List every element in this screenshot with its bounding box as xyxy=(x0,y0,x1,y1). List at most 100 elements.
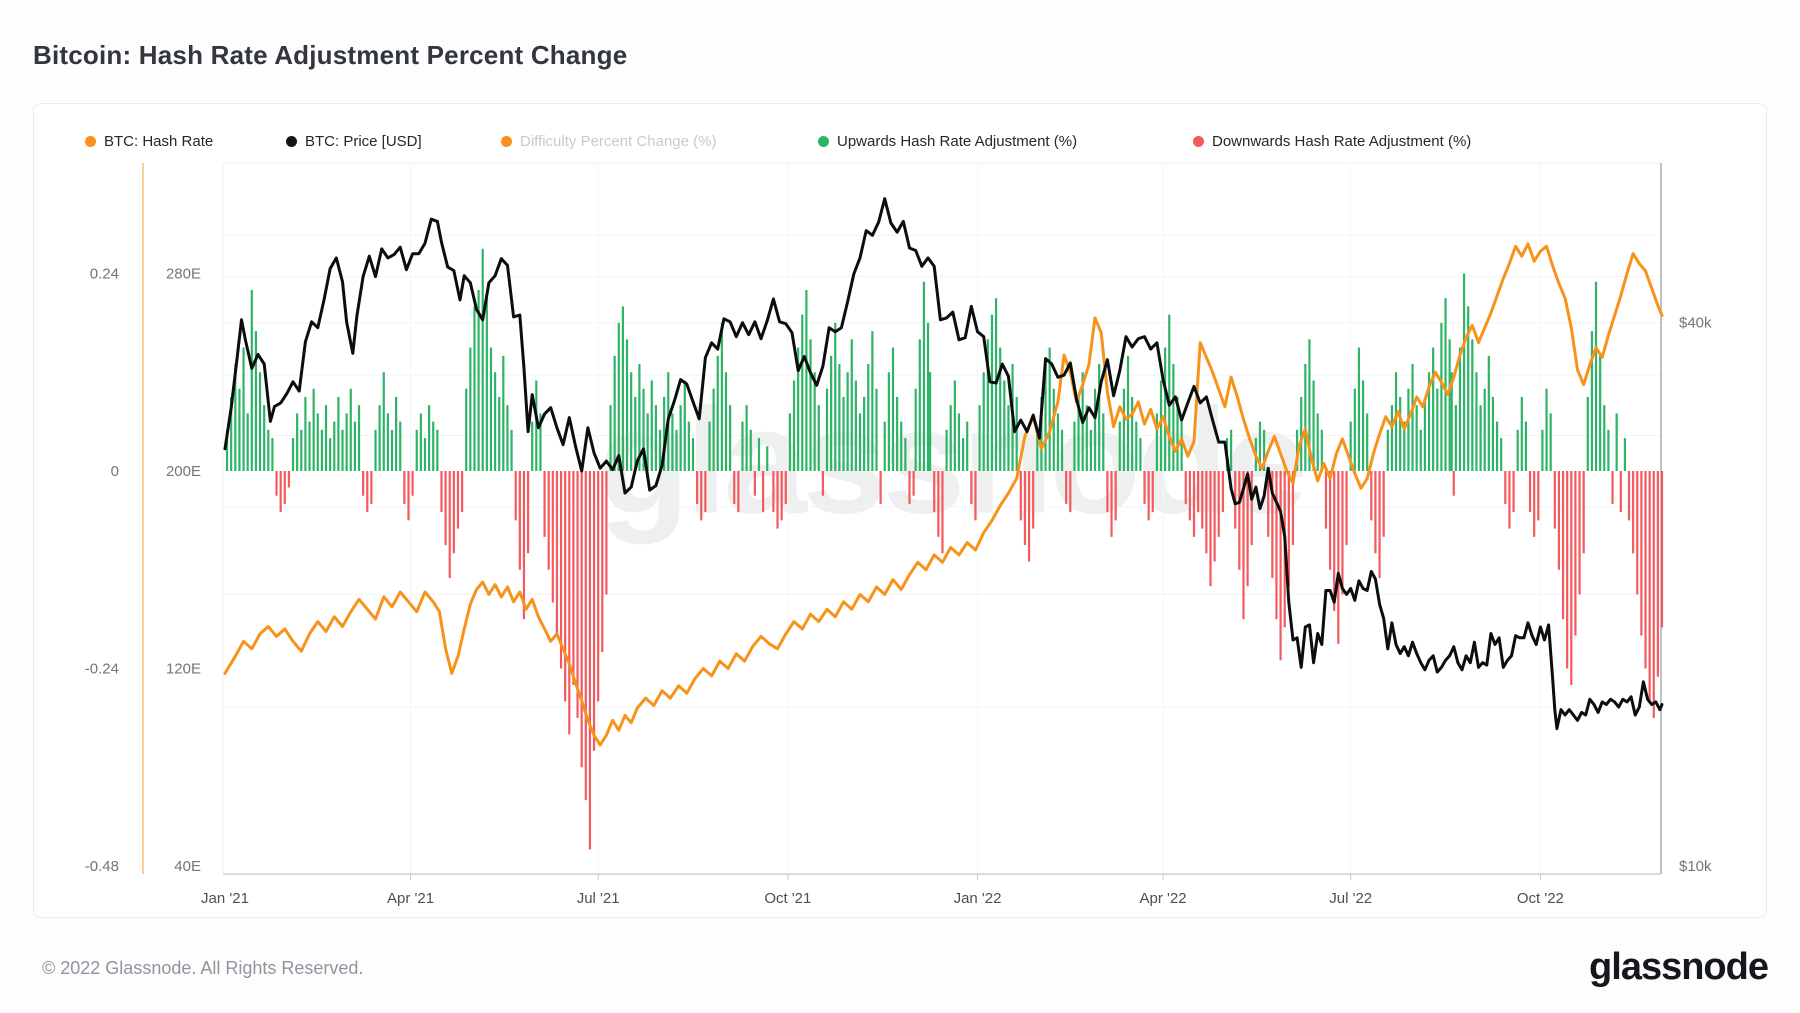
bar-upwards-adjustment xyxy=(945,429,948,471)
bar-downwards-adjustment xyxy=(1341,471,1344,595)
bar-upwards-adjustment xyxy=(399,421,402,471)
bar-upwards-adjustment xyxy=(312,388,315,471)
bar-upwards-adjustment xyxy=(609,405,612,471)
bar-upwards-adjustment xyxy=(390,429,394,471)
bar-upwards-adjustment xyxy=(830,355,833,471)
bar-upwards-adjustment xyxy=(687,421,690,471)
bar-downwards-adjustment xyxy=(411,471,414,496)
bar-upwards-adjustment xyxy=(900,421,903,471)
bar-downwards-adjustment xyxy=(1644,471,1647,669)
bar-upwards-adjustment xyxy=(1168,314,1171,471)
bar-downwards-adjustment xyxy=(1636,471,1639,595)
bar-upwards-adjustment xyxy=(1180,421,1183,471)
bar-downwards-adjustment xyxy=(564,471,567,702)
bar-upwards-adjustment xyxy=(1491,396,1495,471)
bar-upwards-adjustment xyxy=(994,298,998,471)
bar-upwards-adjustment xyxy=(378,405,381,471)
bar-downwards-adjustment xyxy=(568,471,571,735)
bar-upwards-adjustment xyxy=(617,322,620,471)
bar-upwards-adjustment xyxy=(999,347,1002,471)
bar-downwards-adjustment xyxy=(452,471,455,554)
bar-downwards-adjustment xyxy=(1267,471,1270,537)
bar-downwards-adjustment xyxy=(518,471,521,570)
bar-downwards-adjustment xyxy=(776,471,779,529)
bar-downwards-adjustment xyxy=(1611,471,1614,504)
bar-upwards-adjustment xyxy=(1623,438,1626,471)
bar-upwards-adjustment xyxy=(1594,281,1598,471)
bar-upwards-adjustment xyxy=(1073,421,1076,471)
bar-upwards-adjustment xyxy=(757,438,761,471)
bar-upwards-adjustment xyxy=(792,380,796,471)
bar-upwards-adjustment xyxy=(341,429,344,471)
bar-downwards-adjustment xyxy=(456,471,460,529)
bar-upwards-adjustment xyxy=(805,289,808,471)
bar-upwards-adjustment xyxy=(650,380,653,471)
bar-downwards-adjustment xyxy=(1271,471,1274,578)
bar-downwards-adjustment xyxy=(1291,471,1295,546)
bar-upwards-adjustment xyxy=(1386,429,1389,471)
bar-upwards-adjustment xyxy=(374,429,377,471)
bar-upwards-adjustment xyxy=(1399,396,1402,471)
bar-upwards-adjustment xyxy=(1015,396,1018,471)
bar-upwards-adjustment xyxy=(1607,429,1610,471)
bar-downwards-adjustment xyxy=(1213,471,1216,562)
bar-upwards-adjustment xyxy=(531,421,534,471)
percent-axis-label: -0.48 xyxy=(85,858,119,875)
x-axis-label: Jul '22 xyxy=(1329,890,1372,907)
legend-item-price[interactable]: BTC: Price [USD] xyxy=(286,130,422,152)
bar-upwards-adjustment xyxy=(949,405,952,471)
bar-upwards-adjustment xyxy=(481,248,484,471)
bar-upwards-adjustment xyxy=(1423,396,1427,471)
bar-upwards-adjustment xyxy=(242,347,245,471)
legend-item-upwards-adjustment[interactable]: Upwards Hash Rate Adjustment (%) xyxy=(818,130,1077,152)
bar-downwards-adjustment xyxy=(1570,471,1573,685)
bar-downwards-adjustment xyxy=(1114,471,1117,521)
bar-downwards-adjustment xyxy=(448,471,451,578)
bar-upwards-adjustment xyxy=(953,380,956,471)
bar-downwards-adjustment xyxy=(576,471,579,718)
bar-upwards-adjustment xyxy=(1411,364,1414,471)
bar-upwards-adjustment xyxy=(1403,421,1406,471)
x-axis-label: Oct '22 xyxy=(1517,890,1564,907)
bar-upwards-adjustment xyxy=(1440,322,1443,471)
bar-upwards-adjustment xyxy=(1159,380,1163,471)
bar-upwards-adjustment xyxy=(846,372,849,471)
bar-upwards-adjustment xyxy=(613,355,616,471)
bar-upwards-adjustment xyxy=(1048,347,1051,471)
hashrate-axis-label: 120E xyxy=(166,661,201,678)
bar-downwards-adjustment xyxy=(1374,471,1377,554)
bar-upwards-adjustment xyxy=(867,364,870,471)
bar-downwards-adjustment xyxy=(1184,471,1187,504)
legend-item-downwards-adjustment[interactable]: Downwards Hash Rate Adjustment (%) xyxy=(1193,130,1471,152)
bar-upwards-adjustment xyxy=(510,429,513,471)
bar-downwards-adjustment xyxy=(1209,471,1212,587)
bar-downwards-adjustment xyxy=(1557,471,1561,570)
legend-item-difficulty-percent-change[interactable]: Difficulty Percent Change (%) xyxy=(501,130,716,152)
bar-upwards-adjustment xyxy=(477,289,480,471)
bar-upwards-adjustment xyxy=(333,421,336,471)
bar-upwards-adjustment xyxy=(683,380,686,471)
bar-upwards-adjustment xyxy=(1139,438,1142,471)
bar-upwards-adjustment xyxy=(1487,355,1490,471)
bar-upwards-adjustment xyxy=(1516,429,1519,471)
bar-downwards-adjustment xyxy=(362,471,365,496)
hashrate-axis-label: 280E xyxy=(166,265,201,282)
bar-downwards-adjustment xyxy=(1238,471,1241,570)
bar-downwards-adjustment xyxy=(1188,471,1191,521)
bar-upwards-adjustment xyxy=(1118,421,1121,471)
bar-upwards-adjustment xyxy=(904,438,907,471)
percent-axis-label: 0.24 xyxy=(90,266,119,283)
bar-upwards-adjustment xyxy=(485,298,488,471)
bar-upwards-adjustment xyxy=(1432,347,1435,471)
bar-upwards-adjustment xyxy=(1458,347,1462,471)
legend-item-hash-rate[interactable]: BTC: Hash Rate xyxy=(85,130,213,152)
bar-upwards-adjustment xyxy=(271,438,274,471)
bar-upwards-adjustment xyxy=(1590,331,1594,471)
bar-upwards-adjustment xyxy=(238,388,241,471)
bar-upwards-adjustment xyxy=(250,289,253,471)
bar-downwards-adjustment xyxy=(1205,471,1208,554)
bar-downwards-adjustment xyxy=(933,471,936,513)
bar-upwards-adjustment xyxy=(225,429,229,471)
hash-rate-line xyxy=(223,242,1664,747)
bar-downwards-adjustment xyxy=(444,471,447,546)
